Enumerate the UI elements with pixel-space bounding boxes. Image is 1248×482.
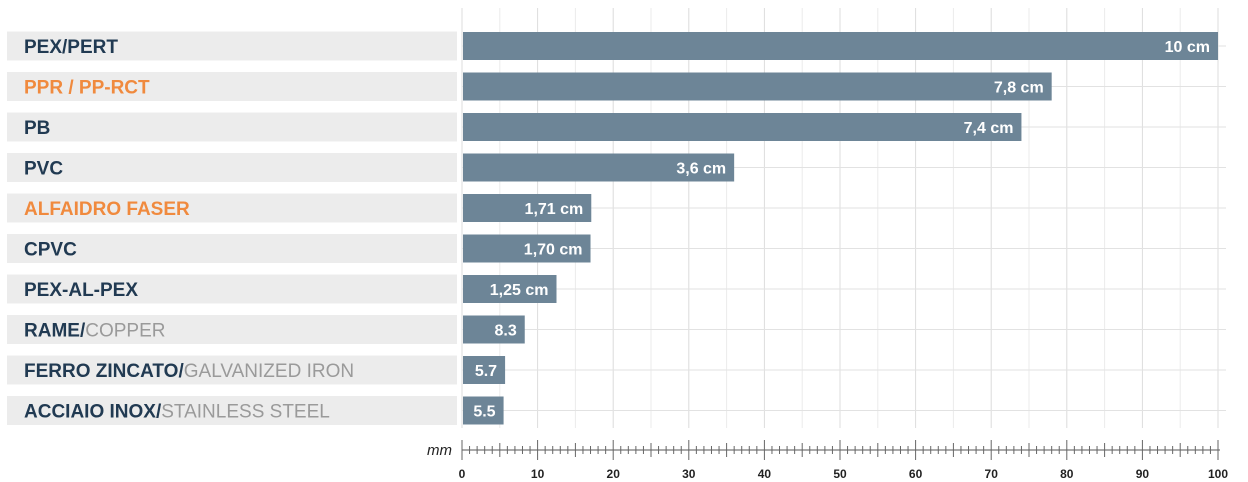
x-tick-label: 40 [758,467,772,481]
bar [463,153,735,182]
bar [463,275,557,303]
category-label-main: PVC [24,159,63,180]
x-tick-label: 50 [833,467,847,481]
bar [463,32,1218,60]
category-label: ACCIAIO INOX/STAINLESS STEEL [24,402,330,423]
bar [463,72,1052,101]
category-label-main: FERRO ZINCATO/ [24,361,184,382]
category-label: ALFAIDRO FASER [24,199,190,220]
bar [463,356,506,384]
category-label-main: ALFAIDRO FASER [24,199,190,220]
category-label-main: RAME/ [24,321,86,342]
category-label: PEX/PERT [24,37,118,58]
x-tick-label: 10 [531,467,545,481]
category-label: PVC [24,159,63,180]
category-label-main: PPR / PP-RCT [24,78,150,99]
bar [463,194,592,222]
bar-value-label: 5.5 [473,404,495,421]
category-label-background [7,193,457,223]
category-label-background [7,153,457,182]
x-tick-label: 100 [1208,467,1228,481]
category-label-secondary: GALVANIZED IRON [184,361,354,382]
category-label-background [7,31,457,61]
bar-value-label: 1,71 cm [525,201,584,218]
bar-value-label: 1,25 cm [490,282,549,299]
bar-value-label: 7,4 cm [964,120,1014,137]
category-label: RAME/COPPER [24,321,165,342]
bar [463,113,1022,141]
category-label-background [7,112,457,142]
bar-value-label: 1,70 cm [524,242,583,259]
category-label-secondary: COPPER [85,321,165,342]
bar [463,315,525,344]
category-label-main: CPVC [24,240,77,261]
x-axis-ruler: mm 0 10 20 30 40 50 60 70 80 90 100 [427,440,1228,481]
rows: PEX/PERT 10 cm PPR / PP-RCT 7,8 cm PB 7,4 cm P… [7,31,1226,425]
x-tick-label: 0 [459,467,466,481]
x-tick-label: 60 [909,467,923,481]
x-tick-label: 80 [1060,467,1074,481]
bar-value-label: 8.3 [494,323,516,340]
bar-value-label: 5.7 [475,363,497,380]
x-tick-label: 70 [985,467,999,481]
x-tick-label: 30 [682,467,696,481]
category-label-secondary: STAINLESS STEEL [161,402,330,423]
category-label: CPVC [24,240,77,261]
bar-value-label: 3,6 cm [676,161,726,178]
category-label: FERRO ZINCATO/GALVANIZED IRON [24,361,354,382]
category-label-background [7,396,457,425]
category-label-background [7,72,457,101]
x-tick-label: 90 [1136,467,1150,481]
category-label: PEX-AL-PEX [24,280,138,301]
category-label-background [7,234,457,263]
bar-value-label: 10 cm [1165,39,1210,56]
category-label-background [7,274,457,304]
category-label-main: PEX-AL-PEX [24,280,138,301]
category-label-background [7,355,457,385]
category-label: PPR / PP-RCT [24,78,150,99]
category-label-background [7,315,457,344]
category-label: PB [24,118,50,139]
x-axis-unit-label: mm [427,442,452,459]
bar [463,234,591,263]
category-label-main: ACCIAIO INOX/ [24,402,162,423]
category-label-main: PEX/PERT [24,37,118,58]
x-tick-label: 20 [607,467,621,481]
category-label-main: PB [24,118,50,139]
bar [463,396,504,425]
bar-value-label: 7,8 cm [994,80,1044,97]
